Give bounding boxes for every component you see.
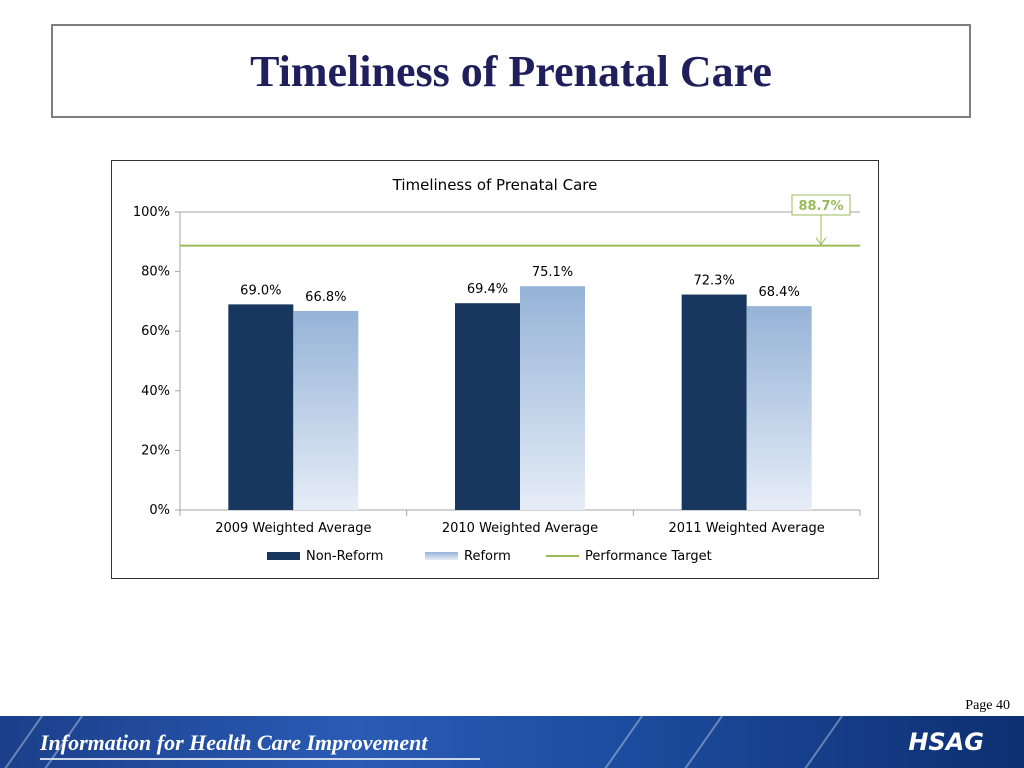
y-tick-label: 0% bbox=[149, 503, 170, 518]
bar-reform bbox=[746, 306, 812, 510]
data-label: 69.0% bbox=[240, 283, 281, 298]
hsag-logo: HSAG bbox=[908, 728, 984, 756]
legend-label-non-reform: Non-Reform bbox=[306, 549, 383, 564]
x-tick-label: 2010 Weighted Average bbox=[442, 521, 598, 536]
legend-label-reform: Reform bbox=[464, 549, 511, 564]
data-label: 66.8% bbox=[305, 290, 346, 305]
chart-title: Timeliness of Prenatal Care bbox=[392, 176, 598, 194]
footer-rule bbox=[40, 758, 480, 760]
data-label: 72.3% bbox=[694, 274, 735, 289]
footer-tagline: Information for Health Care Improvement bbox=[40, 730, 428, 755]
y-tick-label: 80% bbox=[141, 265, 170, 280]
legend-swatch-reform bbox=[425, 552, 458, 560]
chart-frame: Timeliness of Prenatal Care 0% 20% 40% 60% 80… bbox=[111, 160, 879, 579]
bar-non-reform bbox=[455, 303, 520, 510]
y-tick-label: 20% bbox=[141, 443, 170, 458]
target-arrowhead bbox=[815, 237, 827, 246]
target-label: 88.7% bbox=[798, 199, 843, 214]
footer-banner: Information for Health Care Improvement … bbox=[0, 716, 1024, 768]
y-tick-label: 60% bbox=[141, 324, 170, 339]
x-tick-label: 2009 Weighted Average bbox=[215, 521, 371, 536]
page-title: Timeliness of Prenatal Care bbox=[250, 46, 772, 96]
y-tick-label: 40% bbox=[141, 384, 170, 399]
title-box: Timeliness of Prenatal Care bbox=[51, 24, 971, 118]
legend-label-target: Performance Target bbox=[585, 549, 712, 564]
bar-reform bbox=[520, 286, 585, 510]
bar-chart: Timeliness of Prenatal Care 0% 20% 40% 60% 80… bbox=[133, 176, 861, 564]
bar-non-reform bbox=[681, 294, 747, 510]
bar-reform bbox=[293, 310, 359, 510]
bar-non-reform bbox=[228, 304, 294, 510]
legend-swatch-non-reform bbox=[267, 552, 300, 560]
data-label: 68.4% bbox=[759, 285, 800, 300]
data-label: 75.1% bbox=[532, 265, 573, 280]
page-number: Page 40 bbox=[965, 698, 1010, 713]
x-tick-label: 2011 Weighted Average bbox=[669, 521, 825, 536]
data-label: 69.4% bbox=[467, 282, 508, 297]
y-tick-label: 100% bbox=[133, 205, 170, 220]
